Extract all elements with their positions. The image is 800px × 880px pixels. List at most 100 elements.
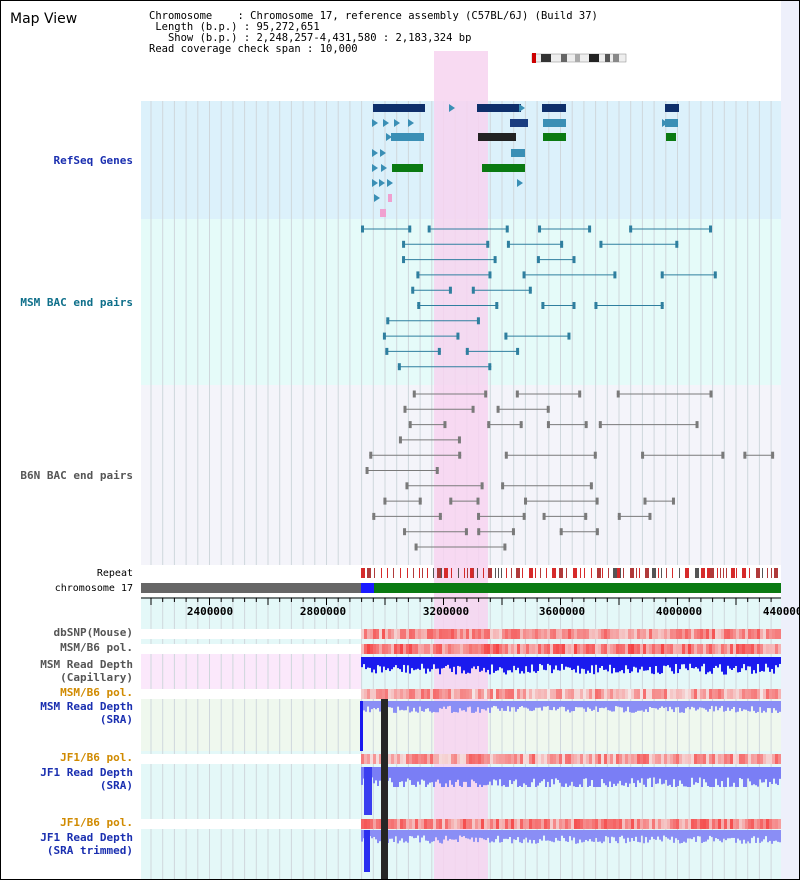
msm-sra-depth-bar — [573, 701, 575, 712]
jf1-trimmed-depth-bar — [459, 830, 461, 836]
heat-cell — [484, 644, 487, 654]
track-label-msm-b6-pol-1[interactable]: MSM/B6 pol. — [60, 641, 133, 654]
msm-capillary-depth-bar — [499, 657, 501, 668]
heat-cell — [706, 644, 709, 654]
heat-cell — [760, 819, 763, 829]
heat-cell — [664, 689, 667, 699]
msm-sra-depth-bar — [503, 701, 505, 711]
jf1-sra-depth-bar — [423, 767, 425, 781]
track-label-msm-read-depth-sra[interactable]: MSM Read Depth (SRA) — [40, 700, 133, 726]
track-label-dbsnp[interactable]: dbSNP(Mouse) — [53, 626, 133, 639]
track-label-msm-read-depth-capillary[interactable]: MSM Read Depth (Capillary) — [40, 658, 133, 684]
track-label-jf1-b6-pol-1[interactable]: JF1/B6 pol. — [60, 751, 133, 764]
heat-cell — [727, 754, 730, 764]
jf1-sra-depth-bar — [481, 767, 483, 787]
msm-capillary-depth-bar — [479, 657, 481, 672]
msm-sra-depth-bar — [733, 701, 735, 707]
heat-cell — [394, 644, 397, 654]
msm-sra-depth-bar — [609, 701, 611, 711]
repeat-element — [617, 568, 621, 578]
msm-sra-depth-bar — [693, 701, 695, 708]
msm-capillary-depth-bar — [447, 657, 449, 665]
heat-cell — [550, 689, 553, 699]
track-label-msm-b6-pol-2[interactable]: MSM/B6 pol. — [60, 686, 133, 699]
jf1-sra-depth-bar — [719, 767, 721, 787]
heat-cell — [478, 644, 481, 654]
track-label-jf1-read-depth-trimmed[interactable]: JF1 Read Depth (SRA trimmed) — [40, 831, 133, 857]
track-label-b6n-bac[interactable]: B6N BAC end pairs — [20, 469, 133, 482]
jf1-trimmed-depth-bar — [419, 830, 421, 843]
heat-cell — [376, 629, 379, 639]
msm-sra-depth-bar — [705, 701, 707, 710]
repeat-element — [652, 568, 656, 578]
heat-cell — [589, 754, 592, 764]
heat-cell — [685, 644, 688, 654]
jf1-sra-depth-bar — [695, 767, 697, 783]
heat-cell — [457, 754, 460, 764]
track-label-msm-bac[interactable]: MSM BAC end pairs — [20, 296, 133, 309]
heat-cell — [448, 644, 451, 654]
heat-cell — [742, 689, 745, 699]
heat-cell — [763, 629, 766, 639]
msm-sra-depth-bar — [549, 701, 551, 710]
track-label-jf1-read-depth-sra[interactable]: JF1 Read Depth (SRA) — [40, 766, 133, 792]
jf1-sra-depth-bar — [413, 767, 415, 785]
jf1-sra-depth-bar — [625, 767, 627, 783]
heat-cell — [484, 629, 487, 639]
msm-sra-depth-bar — [543, 701, 545, 707]
msm-sra-depth-bar — [629, 701, 631, 713]
track-label-jf1-b6-pol-2[interactable]: JF1/B6 pol. — [60, 816, 133, 829]
jf1-sra-depth-bar — [467, 767, 469, 787]
gene-arrow-icon — [383, 119, 389, 127]
heat-cell — [430, 689, 433, 699]
msm-capillary-depth-bar — [375, 657, 377, 674]
heat-cell — [631, 629, 634, 639]
heat-cell — [514, 629, 517, 639]
heat-cell — [607, 754, 610, 764]
msm-capillary-depth-bar — [735, 657, 737, 666]
jf1-sra-depth-bar — [449, 767, 451, 781]
jf1-trimmed-depth-bar — [689, 830, 691, 839]
heat-cell — [469, 819, 472, 829]
heat-cell — [520, 689, 523, 699]
heat-cell — [535, 819, 538, 829]
b6n-bac-end — [412, 390, 416, 398]
heat-cell — [415, 819, 418, 829]
jf1-sra-depth-bar — [445, 767, 447, 784]
heat-cell — [538, 644, 541, 654]
heat-cell — [619, 644, 622, 654]
jf1-sra-depth-bar — [771, 767, 773, 785]
repeat-element — [591, 568, 592, 578]
heat-cell — [583, 629, 586, 639]
msm-capillary-depth-bar — [561, 657, 563, 664]
b6n-bac-end — [511, 528, 515, 536]
heat-cell — [385, 689, 388, 699]
jf1-trimmed-depth-bar — [665, 830, 667, 838]
heat-cell — [766, 819, 769, 829]
heat-cell — [391, 819, 394, 829]
msm-capillary-depth-bar — [379, 657, 381, 667]
heat-cell — [493, 754, 496, 764]
msm-sra-depth-bar — [755, 701, 757, 713]
repeat-element — [495, 568, 496, 578]
msm-capillary-depth-bar — [413, 657, 415, 671]
msm-sra-depth-bar — [613, 701, 615, 712]
heat-cell — [451, 644, 454, 654]
jf1-trimmed-depth-bar — [701, 830, 703, 843]
jf1-trimmed-depth-bar — [541, 830, 543, 841]
msm-capillary-depth-bar — [763, 657, 765, 672]
jf1-sra-depth-bar — [621, 767, 623, 786]
track-label-refseq[interactable]: RefSeq Genes — [53, 154, 133, 167]
heat-cell — [673, 629, 676, 639]
jf1-sra-depth-bar — [429, 767, 431, 783]
jf1-sra-depth-bar — [457, 767, 459, 780]
msm-capillary-depth-bar — [715, 657, 717, 666]
heat-cell — [511, 819, 514, 829]
jf1-sra-depth-bar — [607, 767, 609, 787]
msm-sra-depth-bar — [445, 701, 447, 709]
heat-cell — [763, 689, 766, 699]
heat-cell — [487, 754, 490, 764]
heat-cell — [688, 629, 691, 639]
msm-capillary-depth-bar — [677, 657, 679, 674]
